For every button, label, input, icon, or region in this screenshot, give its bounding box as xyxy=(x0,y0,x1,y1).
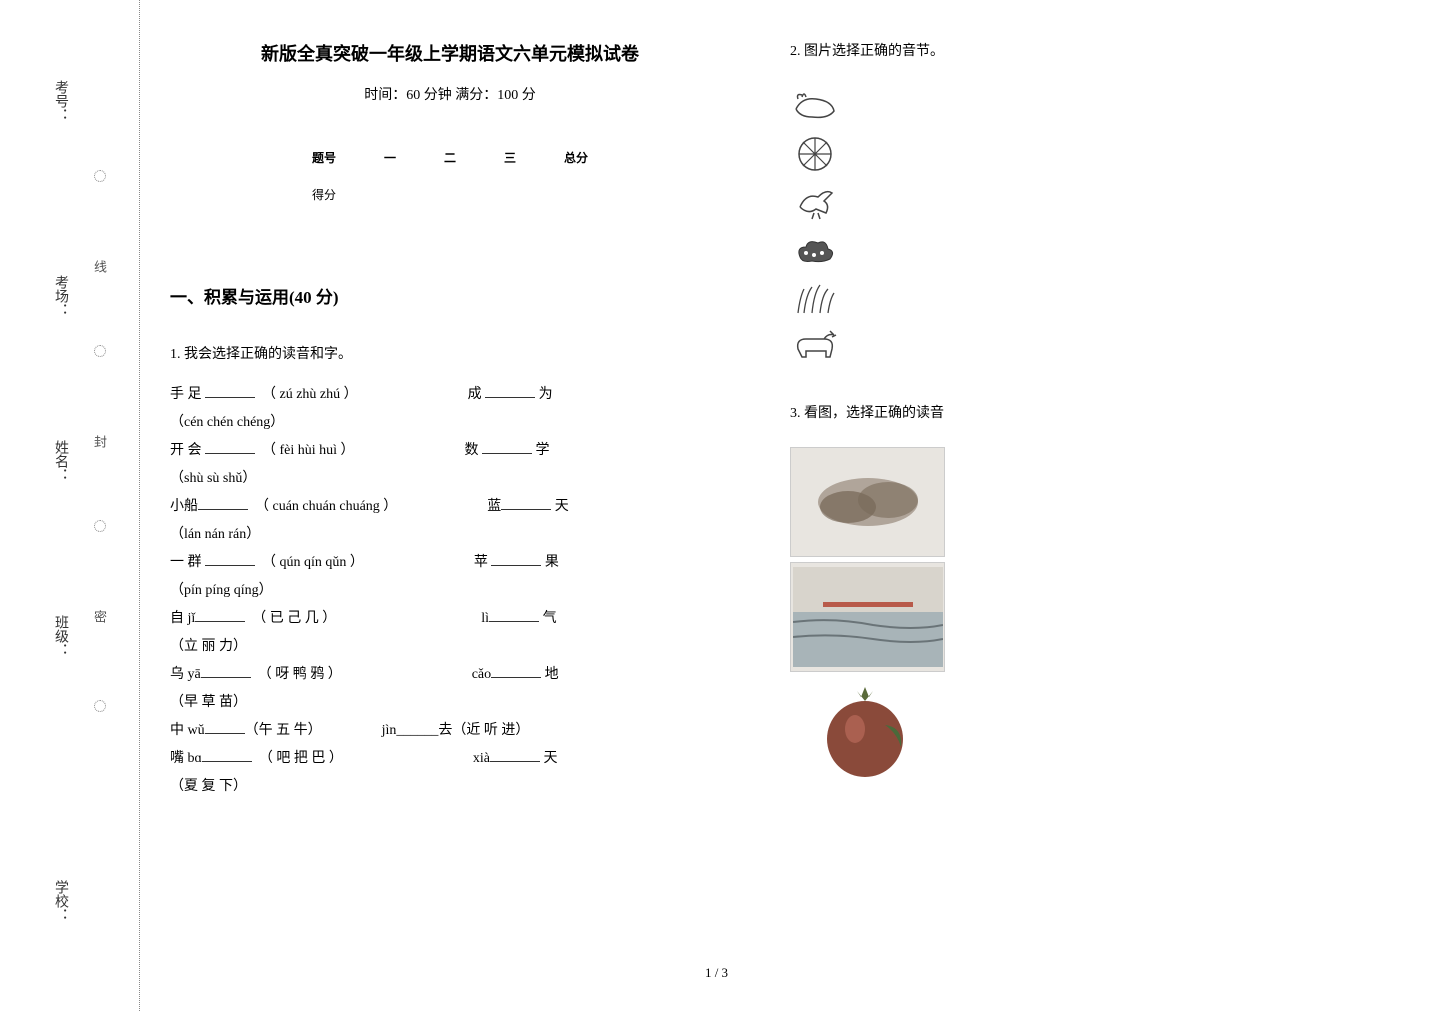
score-header: 二 xyxy=(420,139,480,176)
blank-line xyxy=(501,496,551,510)
score-cell xyxy=(420,176,480,213)
blank-line xyxy=(491,552,541,566)
q1-body: 手 足 （ zú zhù zhú ）成 为 （cén chén chéng） 开… xyxy=(170,381,730,801)
blank-line xyxy=(205,552,255,566)
binding-circle xyxy=(94,345,106,357)
score-row-label: 得分 xyxy=(288,176,360,213)
q1-paren: （shù sù shǔ） xyxy=(170,465,730,493)
label-banji: 班级： xyxy=(50,615,70,657)
label-kaohao: 考号： xyxy=(50,80,70,122)
blank-line xyxy=(205,384,255,398)
q1-prompt: 1. 我会选择正确的读音和字。 xyxy=(170,343,730,363)
label-kaochang: 考场： xyxy=(50,275,70,317)
q1-row: 手 足 （ zú zhù zhú ）成 为 xyxy=(170,381,730,409)
label-xingming: 姓名： xyxy=(50,440,70,482)
binding-mark-mi: 密 xyxy=(90,610,109,623)
q1-paren: （夏 复 下） xyxy=(170,773,730,801)
binding-mark-feng: 封 xyxy=(90,435,109,448)
label-xuexiao: 学校： xyxy=(50,880,70,922)
q1-paren: （早 草 苗） xyxy=(170,689,730,717)
score-table: 题号 一 二 三 总分 得分 xyxy=(288,139,612,213)
blank-line xyxy=(485,384,535,398)
river-image xyxy=(790,562,945,672)
q3-prompt: 3. 看图，选择正确的读音 xyxy=(790,402,1350,422)
blank-line xyxy=(491,664,541,678)
score-cell xyxy=(360,176,420,213)
q1-paren: （立 丽 力） xyxy=(170,633,730,661)
q1-paren: （cén chén chéng） xyxy=(170,409,730,437)
score-cell xyxy=(540,176,612,213)
grass-icon xyxy=(790,277,840,319)
binding-circle xyxy=(94,700,106,712)
q1-paren: （pín píng qíng） xyxy=(170,577,730,605)
binding-circle xyxy=(94,170,106,182)
score-cell xyxy=(480,176,540,213)
basketball-icon xyxy=(790,133,840,175)
blank-line xyxy=(195,608,245,622)
binding-circle xyxy=(94,520,106,532)
blank-line xyxy=(482,440,532,454)
q1-row: 嘴 bɑ （ 吧 把 巴 ）xià 天 xyxy=(170,745,730,773)
q1-paren: （lán nán rán） xyxy=(170,521,730,549)
score-header: 一 xyxy=(360,139,420,176)
page-subtitle: 时间：60 分钟 满分：100 分 xyxy=(170,84,730,104)
pomegranate-image xyxy=(790,677,945,787)
q1-row: 中 wǔ（午 五 牛）jìn______去（近 听 进） xyxy=(170,717,730,745)
q2-prompt: 2. 图片选择正确的音节。 xyxy=(790,40,1350,60)
cow-icon xyxy=(790,325,840,367)
q3-images xyxy=(790,447,1350,787)
blank-line xyxy=(489,608,539,622)
blank-line xyxy=(202,748,252,762)
page-number: 1 / 3 xyxy=(705,965,728,981)
cloud-icon xyxy=(790,229,840,271)
q1-row: 开 会 （ fèi hùi huì ）数 学 xyxy=(170,437,730,465)
page-title: 新版全真突破一年级上学期语文六单元模拟试卷 xyxy=(170,40,730,66)
score-header: 三 xyxy=(480,139,540,176)
binding-mark-xian: 线 xyxy=(90,260,109,273)
q1-row: 一 群 （ qún qín qǔn ）苹 果 xyxy=(170,549,730,577)
whale-icon xyxy=(790,85,840,127)
score-header: 题号 xyxy=(288,139,360,176)
blank-line xyxy=(205,440,255,454)
q1-row: 小船 （ cuán chuán chuáng ）蓝 天 xyxy=(170,493,730,521)
bird-icon xyxy=(790,181,840,223)
cloud-image xyxy=(790,447,945,557)
q2-icons xyxy=(790,85,1350,367)
section-heading: 一、积累与运用(40 分) xyxy=(170,283,730,308)
blank-line xyxy=(198,496,248,510)
blank-line xyxy=(205,720,245,734)
binding-margin: 考号： 考场： 姓名： 班级： 学校： 线 封 密 xyxy=(60,0,140,1011)
q1-row: 自 jǐ （ 已 己 几 ）lì 气 xyxy=(170,605,730,633)
blank-line xyxy=(201,664,251,678)
q1-row: 乌 yā （ 呀 鸭 鸦 ）cǎo 地 xyxy=(170,661,730,689)
blank-line xyxy=(490,748,540,762)
score-header: 总分 xyxy=(540,139,612,176)
